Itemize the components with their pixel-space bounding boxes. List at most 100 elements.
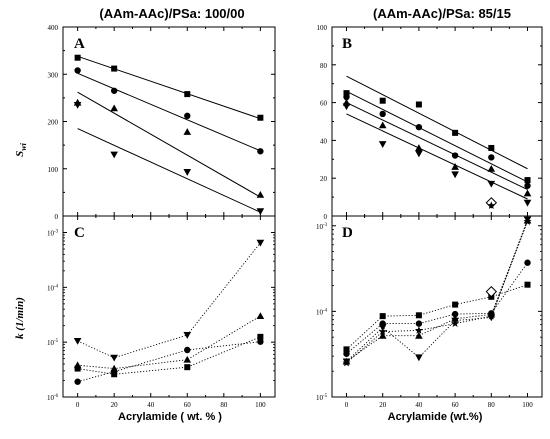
- data-point-tri-down: [523, 199, 532, 207]
- data-point-circle: [343, 350, 350, 357]
- data-point-square: [524, 281, 531, 288]
- data-point-diamond-open: [485, 285, 498, 298]
- data-point-circle: [415, 320, 423, 327]
- data-point-circle: [415, 123, 423, 131]
- data-point-square: [452, 129, 459, 136]
- y-tick-label: 0: [55, 213, 59, 221]
- y-axis-label-sw: Swi: [14, 142, 28, 156]
- x-axis-label-left: Acrylamide ( wt. % ): [118, 411, 222, 423]
- data-point-star: [451, 319, 460, 327]
- fit-line: [77, 55, 261, 120]
- fit-line: [77, 72, 261, 152]
- panel-c: C 0 20 40 60 80 100 10-6 10-5 10-4 10-3: [47, 215, 276, 409]
- y-tick-label: 400: [48, 24, 59, 32]
- y-tick-label: 10-5: [47, 339, 59, 347]
- x-tick-label: 80: [488, 401, 496, 409]
- data-point-triangle: [378, 121, 387, 129]
- data-point-circle: [379, 110, 386, 118]
- y-tick-label: 80: [320, 62, 328, 70]
- data-point-tri-down: [110, 354, 118, 362]
- data-point-square: [111, 65, 118, 72]
- y-tick-label: 10-3: [47, 230, 59, 238]
- plot-frame: [62, 215, 276, 398]
- data-point-square: [379, 97, 386, 104]
- column-title-left: (AAm-AAc)/PSa: 100/00: [99, 6, 244, 21]
- y-tick-label: 10-3: [316, 223, 328, 231]
- data-point-square: [488, 144, 495, 151]
- x-tick-label: 100: [522, 401, 533, 409]
- data-point-tri-down: [183, 169, 192, 176]
- data-point-square: [343, 90, 350, 97]
- panel-a: A 0 100 200 300 400: [48, 24, 276, 221]
- fit-line: [346, 102, 528, 190]
- fit-line: [346, 75, 528, 170]
- fit-line: [346, 90, 528, 183]
- series-line: [346, 220, 528, 362]
- data-point-star: [414, 326, 423, 334]
- data-point-square: [257, 114, 264, 121]
- data-point-triangle: [487, 164, 496, 172]
- data-point-circle: [110, 87, 118, 94]
- y-tick-label: 10-4: [47, 284, 59, 292]
- data-point-circle: [343, 93, 350, 101]
- y-tick-label: 40: [320, 137, 328, 145]
- data-point-circle: [488, 154, 495, 161]
- column-title-right: (AAm-AAc)/PSa: 85/15: [373, 6, 511, 21]
- data-point-circle: [257, 148, 264, 155]
- data-point-circle: [257, 338, 264, 345]
- data-point-triangle: [523, 189, 532, 197]
- y-tick-label: 10-4: [316, 308, 328, 316]
- series-line: [346, 219, 528, 362]
- data-point-circle: [451, 310, 459, 318]
- panel-letter: A: [74, 36, 85, 52]
- x-tick-label: 0: [76, 401, 80, 409]
- data-point-square: [415, 312, 422, 319]
- data-point-star: [487, 311, 496, 320]
- series-line: [77, 242, 261, 359]
- data-point-tri-down: [378, 141, 387, 148]
- y-tick-label: 200: [48, 119, 59, 127]
- data-point-square: [257, 333, 264, 340]
- data-point-triangle: [183, 128, 192, 135]
- fit-line: [77, 91, 261, 198]
- y-tick-label: 100: [317, 24, 328, 32]
- data-point-tri-down: [342, 103, 351, 111]
- x-tick-label: 40: [147, 401, 155, 409]
- fit-line: [346, 113, 528, 200]
- x-axis-label-right: Acrylamide (wt.%): [388, 411, 483, 423]
- data-point-tri-down: [451, 171, 459, 179]
- data-point-triangle: [415, 331, 423, 339]
- data-point-tri-down: [415, 150, 423, 158]
- data-point-star: [342, 358, 351, 367]
- data-point-square: [343, 346, 350, 353]
- data-point-circle: [74, 378, 81, 385]
- data-point-star: [523, 217, 532, 225]
- data-point-circle: [74, 67, 81, 74]
- data-point-circle: [184, 112, 191, 120]
- y-tick-label: 20: [320, 175, 328, 183]
- series-line: [346, 221, 528, 364]
- data-point-circle: [451, 152, 459, 159]
- x-tick-label: 100: [255, 401, 266, 409]
- series-line: [77, 341, 261, 383]
- data-point-square: [184, 91, 191, 98]
- x-tick-label: 40: [415, 401, 423, 409]
- data-point-circle: [524, 182, 531, 189]
- x-tick-label: 80: [220, 401, 228, 409]
- panel-letter: C: [74, 225, 85, 241]
- data-point-star: [378, 327, 387, 336]
- y-tick-label: 60: [320, 100, 328, 108]
- series-line: [77, 315, 261, 370]
- data-point-tri-down: [183, 332, 192, 339]
- data-point-square: [184, 364, 191, 371]
- data-point-triangle: [378, 331, 387, 339]
- x-tick-label: 20: [111, 401, 119, 409]
- y-tick-label: 0: [324, 213, 328, 221]
- data-point-tri-down: [256, 239, 265, 247]
- y-tick-label: 10-5: [316, 394, 328, 402]
- data-point-square: [524, 177, 531, 184]
- panel-b: B 0 20 40 60 80 100: [317, 24, 543, 221]
- y-axis-label-k: k (1/min): [14, 297, 26, 339]
